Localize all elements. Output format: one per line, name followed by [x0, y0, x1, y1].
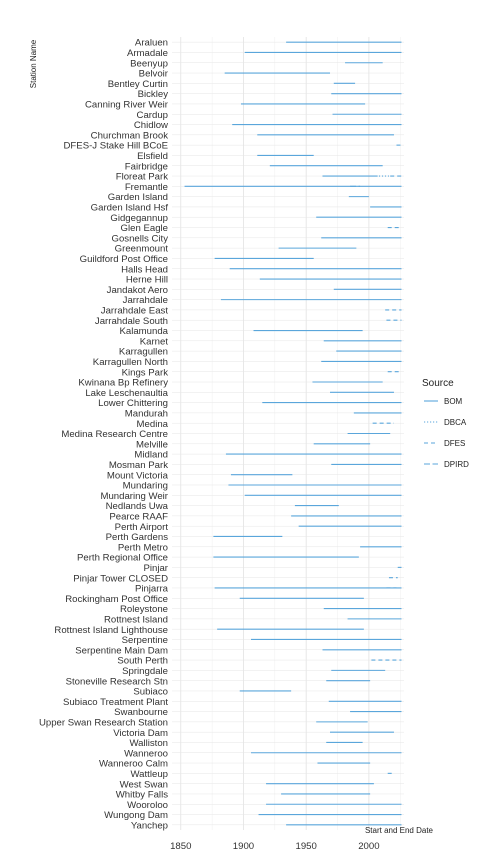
legend-label: DBCA — [444, 418, 467, 427]
station-label: Mundaring Weir — [100, 491, 168, 502]
station-label: Karnet — [140, 336, 169, 347]
station-label: Perth Regional Office — [77, 553, 168, 564]
station-label: Pearce RAAF — [109, 511, 168, 522]
station-label: Garden Island Hsf — [91, 203, 169, 214]
station-label: Herne Hill — [126, 275, 168, 286]
station-label: Perth Metro — [118, 542, 168, 553]
station-label: Garden Island — [108, 192, 168, 203]
station-label: Glen Eagle — [121, 223, 168, 234]
station-label: Canning River Weir — [85, 100, 169, 111]
station-label: Wanneroo — [124, 748, 168, 759]
station-label: Chidlow — [134, 120, 168, 131]
station-label: West Swan — [120, 779, 168, 790]
x-axis-title: Start and End Date — [365, 826, 434, 835]
x-tick-label: 1950 — [296, 841, 317, 852]
station-label: Medina Research Centre — [61, 429, 168, 440]
station-label: Greenmount — [115, 244, 169, 255]
x-tick-label: 1900 — [233, 841, 254, 852]
x-tick-labels: 1850 1900 1950 2000 — [170, 841, 379, 852]
station-label: Pinjar Tower CLOSED — [73, 573, 168, 584]
station-label: Serpentine Main Dam — [75, 645, 168, 656]
station-label: Bickley — [138, 89, 169, 100]
station-label: Wattleup — [130, 769, 168, 780]
station-label: Mount Victoria — [107, 470, 169, 481]
station-label: Subiaco — [133, 687, 168, 698]
station-label: Halls Head — [121, 264, 168, 275]
station-label: Churchman Brook — [91, 130, 169, 141]
station-label: South Perth — [117, 656, 168, 667]
legend-title: Source — [422, 378, 454, 389]
station-label: Fremantle — [125, 182, 168, 193]
station-label: Mosman Park — [109, 460, 168, 471]
station-label: Springdale — [122, 666, 168, 677]
station-label: Guildford Post Office — [80, 254, 168, 265]
station-label: Gidgegannup — [110, 213, 168, 224]
station-label: Gosnells City — [111, 233, 168, 244]
station-label: Kwinana Bp Refinery — [78, 378, 168, 389]
legend-entries: BOM DBCA DFES DPIRD — [424, 397, 469, 469]
x-tick-label: 1850 — [170, 841, 191, 852]
station-label: Fairbridge — [125, 161, 168, 172]
legend-label: DFES — [444, 439, 465, 448]
station-label: Elsfield — [137, 151, 168, 162]
station-label: Victoria Dam — [113, 728, 168, 739]
station-label: Mandurah — [125, 409, 168, 420]
legend: Source BOM DBCA DFES DPIRD — [422, 378, 469, 469]
station-label: Floreat Park — [116, 172, 168, 183]
station-label: Midland — [134, 450, 168, 461]
x-tick-label: 2000 — [358, 841, 379, 852]
station-label: Stoneville Research Stn — [66, 676, 168, 687]
station-label: Araluen — [135, 38, 168, 49]
station-label: Subiaco Treatment Plant — [63, 697, 168, 708]
station-label: Wooroloo — [127, 800, 168, 811]
station-label: Mundaring — [123, 481, 168, 492]
station-label: Pinjarra — [135, 584, 169, 595]
station-label: Yanchep — [131, 820, 168, 831]
station-label: Lower Chittering — [98, 398, 168, 409]
station-label: Whitby Falls — [116, 790, 168, 801]
station-label: Kings Park — [122, 367, 169, 378]
station-label: Rockingham Post Office — [65, 594, 168, 605]
station-label: Swanbourne — [114, 707, 168, 718]
station-label: Rottnest Island — [104, 614, 168, 625]
station-label: Roleystone — [120, 604, 168, 615]
station-label: Wanneroo Calm — [99, 759, 168, 770]
legend-label: BOM — [444, 397, 463, 406]
station-label: Belvoir — [139, 69, 169, 80]
station-label: Bentley Curtin — [108, 79, 168, 90]
station-label: Perth Gardens — [106, 532, 169, 543]
station-label: Walliston — [129, 738, 168, 749]
station-label: Serpentine — [122, 635, 168, 646]
station-label: Wungong Dam — [104, 810, 168, 821]
station-label: Nedlands Uwa — [106, 501, 169, 512]
station-label: Pinjar — [143, 563, 168, 574]
segments — [184, 41, 402, 826]
station-label: Medina — [137, 419, 169, 430]
station-label: Jandakot Aero — [107, 285, 168, 296]
station-label: DFES-J Stake Hill BCoE — [64, 141, 169, 152]
station-label: Karragullen North — [93, 357, 168, 368]
station-label: Jarrahdale — [123, 295, 168, 306]
station-label: Karragullen — [119, 347, 168, 358]
station-label: Jarrahdale South — [95, 316, 168, 327]
station-label: Rottnest Island Lighthouse — [54, 625, 168, 636]
station-label: Perth Airport — [115, 522, 169, 533]
station-label: Kalamunda — [119, 326, 168, 337]
station-label: Armadale — [127, 48, 168, 59]
station-label: Melville — [136, 439, 168, 450]
station-label: Jarrahdale East — [101, 306, 169, 317]
station-label: Beenyup — [130, 58, 168, 69]
station-label: Cardup — [137, 110, 168, 121]
station-label: Lake Leschenaultia — [85, 388, 168, 399]
y-axis-title: Station Name — [29, 39, 38, 88]
station-label: Upper Swan Research Station — [39, 717, 168, 728]
legend-label: DPIRD — [444, 460, 469, 469]
